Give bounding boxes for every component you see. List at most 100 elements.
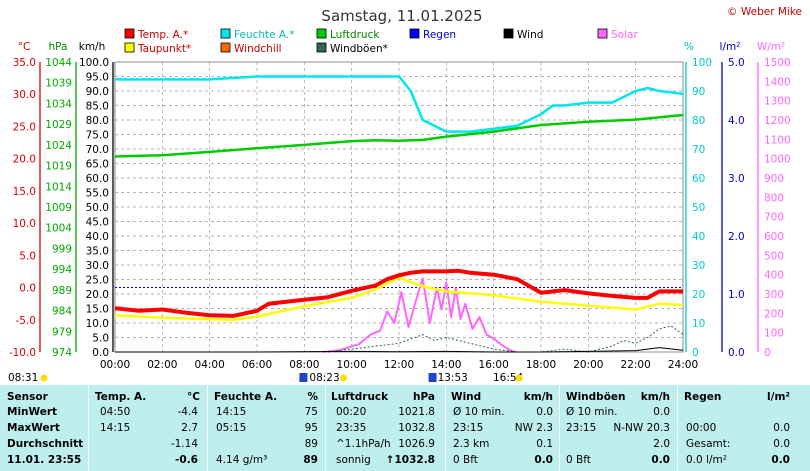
kmh-axis-tick: 15.0	[86, 304, 109, 316]
percent-axis-tick: 40	[692, 231, 705, 243]
rain-axis-tick: 0.0	[728, 347, 745, 359]
time-tick: 08:00	[289, 359, 319, 371]
percent-axis-tick: 80	[692, 115, 705, 127]
legend-label: Temp. A.*	[137, 29, 188, 41]
legend-label: Regen	[423, 29, 456, 41]
humidity-value: 89	[303, 454, 318, 466]
percent-axis-tick: 100	[692, 57, 712, 69]
gust-value: 0.0	[651, 454, 670, 466]
solar-axis-tick: 1300	[764, 96, 791, 108]
rain-axis-tick: 2.0	[728, 231, 745, 243]
celsius-axis-tick: -5.0	[16, 315, 37, 327]
hpa-axis-tick: 1034	[45, 98, 72, 110]
kmh-axis-tick: 100.0	[79, 57, 109, 69]
wind-value: 0.0	[536, 406, 553, 418]
legend-label: Luftdruck	[330, 29, 380, 41]
hpa-axis-tick: 979	[52, 326, 72, 338]
rain-axis-tick: 5.0	[728, 57, 745, 69]
hpa-axis-tick: 1004	[45, 223, 72, 235]
kmh-axis-tick: 75.0	[86, 130, 109, 142]
time-tick: 16:00	[479, 359, 509, 371]
solar-axis-tick: 500	[764, 250, 784, 262]
row-label: MaxWert	[7, 422, 60, 434]
kmh-axis-tick: 40.0	[86, 231, 109, 243]
header-temp-unit: °C	[187, 391, 200, 403]
time-tick: 18:00	[526, 359, 556, 371]
header-temp: Temp. A.	[95, 391, 147, 403]
hpa-axis-tick: 989	[52, 285, 72, 297]
rain-desc: 0.0 l/m²	[686, 454, 727, 466]
rain-desc: Gesamt:	[686, 438, 731, 450]
percent-axis-tick: 60	[692, 173, 705, 185]
pressure-time: sonnig	[336, 454, 371, 466]
gust-desc: 23:15	[566, 422, 597, 434]
legend-swatch	[503, 28, 514, 39]
gust-value: 2.0	[653, 438, 670, 450]
axis-ticks: 35.0 30.0 25.0 20.0 15.0 10.0 5.0 0.0 -5.0 -10.0 1…	[9, 57, 791, 371]
row-label: 11.01. 23:55	[7, 454, 82, 466]
temp-time: 14:15	[100, 422, 131, 434]
rain-desc: 00:00	[686, 422, 717, 434]
time-tick: 24:00	[668, 359, 698, 371]
pressure-time: 00:20	[336, 406, 367, 418]
legend-label: Wind	[517, 29, 543, 41]
hpa-axis-tick: 1009	[45, 202, 72, 214]
legend-swatch	[220, 28, 231, 39]
rain-axis-tick: 1.0	[728, 289, 745, 301]
celsius-axis-tick: -10.0	[9, 347, 36, 359]
solar-unit: W/m²	[757, 41, 785, 53]
legend-swatch	[597, 28, 608, 39]
time-tick: 12:00	[384, 359, 414, 371]
solar-axis-tick: 1200	[764, 115, 791, 127]
kmh-axis-tick: 45.0	[86, 217, 109, 229]
solar-axis-tick: 700	[764, 212, 784, 224]
kmh-axis-tick: 50.0	[86, 202, 109, 214]
celsius-axis-tick: 20.0	[13, 154, 36, 166]
hpa-axis-tick: 1024	[45, 140, 72, 152]
wind-desc: 2.3 km	[453, 438, 490, 450]
humidity-time: 14:15	[216, 406, 247, 418]
header-humidity-unit: %	[307, 391, 318, 403]
hpa-axis-tick: 1039	[45, 78, 72, 90]
kmh-axis-tick: 25.0	[86, 275, 109, 287]
celsius-axis-tick: 0.0	[19, 283, 36, 295]
left-time-label: 08:31	[8, 372, 38, 384]
table-separator	[325, 385, 326, 471]
solar-axis-tick: 1100	[764, 134, 791, 146]
legend-swatch	[316, 28, 327, 39]
legend-label: Windchill	[234, 43, 282, 55]
celsius-axis-tick: 25.0	[13, 121, 36, 133]
solar-axis-tick: 800	[764, 192, 784, 204]
weather-chart: Samstag, 11.01.2025 © Weber Mike Temp. A…	[8, 6, 802, 384]
kmh-axis-tick: 20.0	[86, 289, 109, 301]
header-humidity: Feuchte A.	[214, 391, 278, 403]
celsius-unit: °C	[18, 41, 31, 53]
percent-axis-tick: 30	[692, 260, 705, 272]
table-separator	[445, 385, 446, 471]
percent-unit: %	[684, 41, 694, 53]
legend-label: Solar	[611, 29, 638, 41]
percent-axis-tick: 10	[692, 318, 705, 330]
legend-label: Taupunkt*	[137, 43, 191, 55]
wind-desc: 23:15	[453, 422, 484, 434]
solar-axis-tick: 600	[764, 231, 784, 243]
hpa-axis-tick: 999	[52, 243, 72, 255]
hpa-axis-tick: 1029	[45, 119, 72, 131]
humidity-value: 89	[304, 438, 318, 450]
gust-value: 0.0	[653, 406, 670, 418]
celsius-axis-tick: 35.0	[13, 57, 36, 69]
header-gust-unit: km/h	[640, 391, 670, 403]
sun-events: 08:31 08:23 13:53 16:54	[8, 372, 524, 384]
legend-label: Feuchte A.*	[234, 29, 295, 41]
pressure-value: 1026.9	[398, 438, 435, 450]
axis-units: °C hPa km/h% l/m² W/m²	[18, 41, 785, 53]
chart-legend: Temp. A.* Feuchte A.* Luftdruck Regen Wind So…	[124, 28, 638, 55]
gust-desc: 0 Bft	[566, 454, 591, 466]
percent-axis-tick: 70	[692, 144, 705, 156]
solar-axis-tick: 1500	[764, 57, 791, 69]
time-tick: 06:00	[242, 359, 272, 371]
solar-axis-tick: 100	[764, 328, 784, 340]
time-tick: 20:00	[573, 359, 603, 371]
sunrise-sun-icon	[339, 374, 347, 382]
